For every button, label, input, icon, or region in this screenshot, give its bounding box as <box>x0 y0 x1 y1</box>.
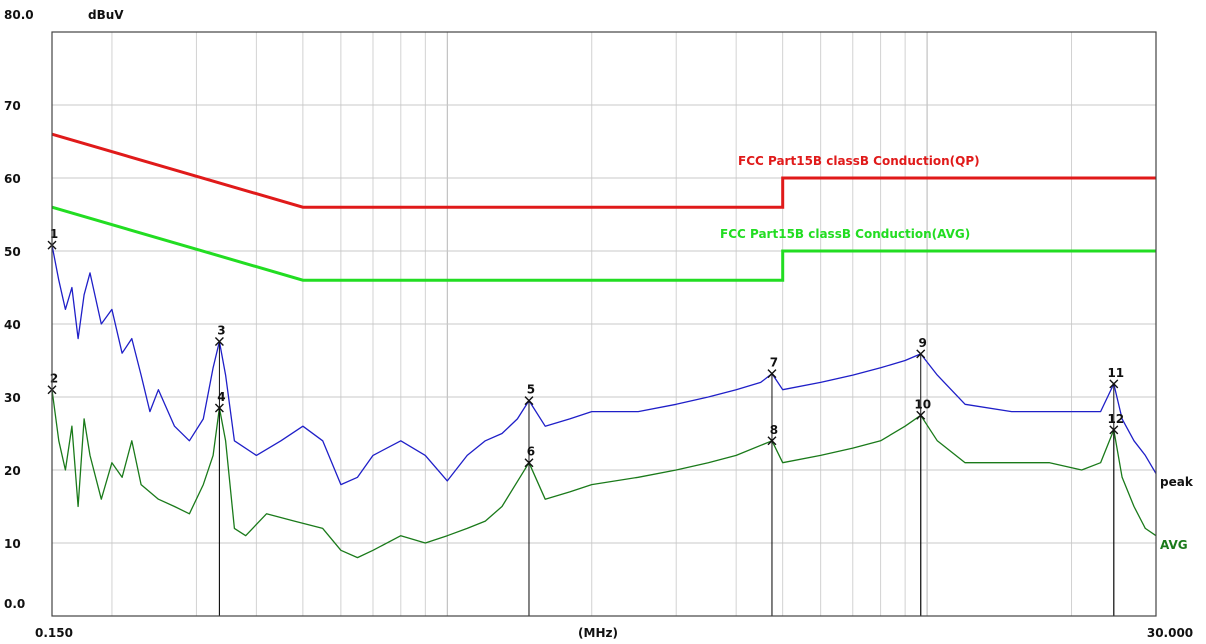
marker-label: 4 <box>217 390 225 404</box>
limit-label-qp: FCC Part15B classB Conduction(QP) <box>738 154 980 168</box>
marker-label: 10 <box>914 397 931 411</box>
series-label-peak: peak <box>1160 475 1194 489</box>
y-ticks: 0.0 10 20 30 40 50 60 70 80.0 <box>4 8 34 611</box>
y-tick-label: 80.0 <box>4 8 34 22</box>
y-tick-label: 0.0 <box>4 597 25 611</box>
marker-x <box>1109 425 1119 435</box>
y-tick-label: 40 <box>4 318 21 332</box>
limit-line-avg <box>51 205 1156 282</box>
y-tick-label: 10 <box>4 537 21 551</box>
y-tick-label: 60 <box>4 172 21 186</box>
series-line-peak <box>51 245 1157 486</box>
marker-label: 3 <box>217 324 225 338</box>
plot-border <box>51 31 1157 617</box>
trace-series <box>51 245 1157 559</box>
marker-label: 5 <box>527 383 535 397</box>
marker-x <box>916 410 926 420</box>
x-axis-label: (MHz) <box>578 626 618 640</box>
marker-label: 7 <box>770 356 778 370</box>
y-tick-label: 70 <box>4 99 21 113</box>
series-label-avg: AVG <box>1160 538 1188 552</box>
x-tick-max: 30.000 <box>1147 626 1193 640</box>
marker-label: 1 <box>50 227 58 241</box>
limit-line-qp <box>51 132 1156 209</box>
y-tick-label: 50 <box>4 245 21 259</box>
x-tick-min: 0.150 <box>35 626 73 640</box>
marker-label: 6 <box>527 445 535 459</box>
marker-x <box>524 396 534 406</box>
marker-label: 12 <box>1107 412 1124 426</box>
marker-label: 2 <box>50 372 58 386</box>
marker-label: 8 <box>770 423 778 437</box>
marker-x <box>916 349 926 359</box>
limit-label-avg: FCC Part15B classB Conduction(AVG) <box>720 227 970 241</box>
marker-x <box>767 436 777 446</box>
marker-x <box>767 369 777 379</box>
limit-lines <box>51 132 1156 282</box>
series-line-avg <box>51 389 1157 559</box>
marker-x <box>214 337 224 347</box>
marker-label: 11 <box>1107 366 1124 380</box>
y-tick-label: 30 <box>4 391 21 405</box>
y-axis-unit: dBuV <box>88 8 124 22</box>
marker-x <box>1109 379 1119 389</box>
y-tick-label: 20 <box>4 464 21 478</box>
marker-label: 9 <box>919 336 927 350</box>
marker-x <box>214 403 224 413</box>
marker-x <box>524 458 534 468</box>
